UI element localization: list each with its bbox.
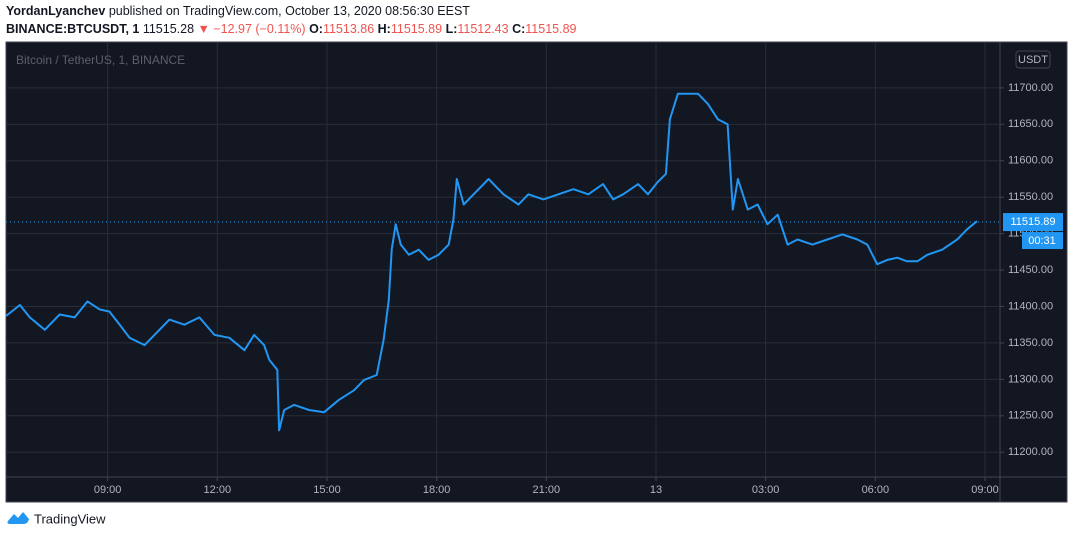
y-tick-label: 11550.00 (1008, 191, 1053, 203)
symbol: BINANCE:BTCUSDT, 1 (6, 22, 139, 36)
open: 11513.86 (323, 22, 374, 36)
x-tick-label: 21:00 (533, 484, 561, 496)
last-price-label: 11515.89 (1010, 216, 1055, 228)
x-tick-label: 15:00 (313, 484, 341, 496)
countdown-box (1022, 232, 1063, 250)
price-line (5, 92, 978, 432)
close-label: C: (512, 22, 525, 36)
y-tick-label: 11300.00 (1008, 373, 1053, 385)
x-tick-label: 13 (650, 484, 662, 496)
y-tick-label: 11450.00 (1008, 264, 1053, 276)
y-tick-label: 11700.00 (1008, 82, 1053, 94)
y-tick-label: 11600.00 (1008, 155, 1053, 167)
brand: TradingView (34, 511, 106, 526)
x-tick-label: 09:00 (971, 484, 999, 496)
close: 11515.89 (525, 22, 576, 36)
last-price-box (1003, 213, 1063, 232)
price: 11515.28 (143, 22, 194, 36)
low: 11512.43 (457, 22, 508, 36)
low-label: L: (446, 22, 458, 36)
x-tick-label: 06:00 (862, 484, 890, 496)
y-tick-label: 11350.00 (1008, 337, 1053, 349)
y-tick-label: 11650.00 (1008, 118, 1053, 130)
high: 11515.89 (391, 22, 442, 36)
y-tick-label: 11400.00 (1008, 300, 1053, 312)
y-tick-label: 11200.00 (1008, 446, 1053, 458)
legend: Bitcoin / TetherUS, 1, BINANCE (16, 53, 185, 67)
currency: USDT (1018, 54, 1048, 66)
y-tick-label: 11250.00 (1008, 410, 1053, 422)
published: published on TradingView.com, October 13… (109, 4, 470, 18)
author: YordanLyanchev (6, 4, 105, 18)
x-tick-label: 18:00 (423, 484, 451, 496)
plot: 11200.00 11250.00 11300.00 11350.00 11400.00… (5, 42, 1063, 496)
header-line-1: YordanLyanchev published on TradingView.… (6, 4, 470, 18)
x-tick-label: 09:00 (94, 484, 122, 496)
change: ▼ −12.97 (−0.11%) (198, 22, 306, 36)
brand-logo (7, 512, 29, 524)
x-tick-label: 12:00 (204, 484, 232, 496)
header-line-2: BINANCE:BTCUSDT, 1 11515.28 ▼ −12.97 (−0… (6, 22, 577, 36)
x-tick-label: 03:00 (752, 484, 780, 496)
currency-box[interactable] (1015, 50, 1051, 69)
open-label: O: (309, 22, 323, 36)
chart-background (5, 41, 1068, 503)
high-label: H: (378, 22, 391, 36)
countdown: 00:31 (1028, 235, 1056, 247)
